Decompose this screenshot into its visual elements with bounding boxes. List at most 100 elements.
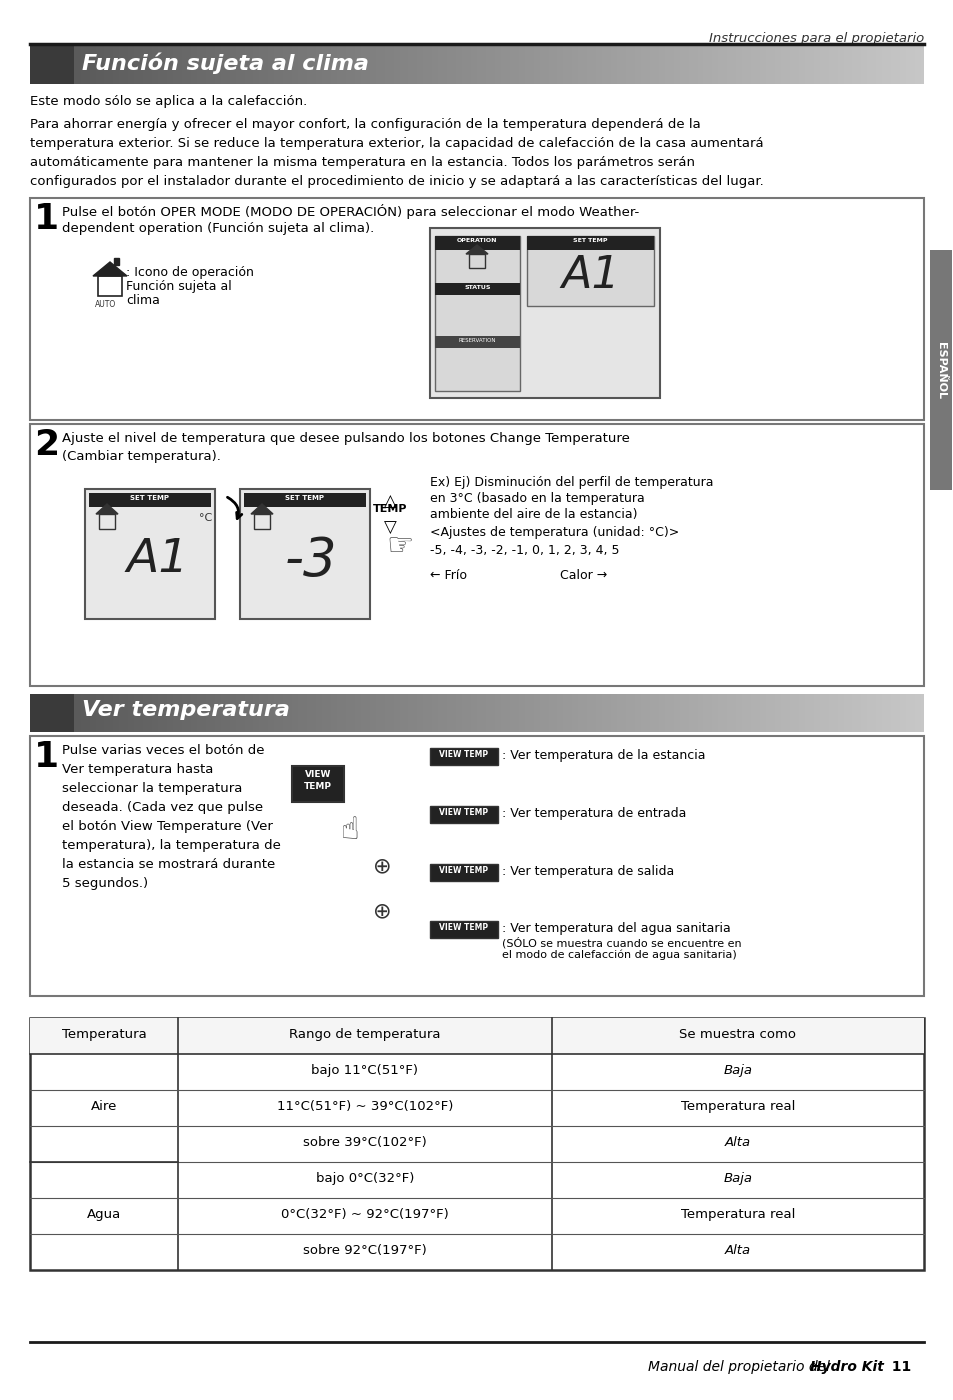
Bar [182, 46, 185, 84]
Bar [390, 46, 394, 84]
Bar [384, 694, 388, 732]
Bar [575, 694, 578, 732]
Bar [685, 46, 688, 84]
Bar [235, 46, 239, 84]
Bar [304, 694, 307, 732]
Bar [437, 46, 441, 84]
Bar [405, 694, 409, 732]
Bar [294, 694, 298, 732]
Bar [673, 694, 677, 732]
Bar [831, 46, 834, 84]
Bar [902, 46, 905, 84]
Bar [700, 694, 703, 732]
Bar [709, 694, 712, 732]
Bar [768, 694, 772, 732]
Bar [158, 46, 161, 84]
Bar [262, 46, 266, 84]
Bar [66, 694, 70, 732]
Bar [430, 864, 497, 881]
Text: bajo 0°C(32°F): bajo 0°C(32°F) [315, 1172, 414, 1184]
Bar [593, 694, 596, 732]
Bar [485, 46, 489, 84]
Bar [30, 736, 923, 995]
Text: Alta: Alta [724, 1245, 750, 1257]
Bar [230, 694, 233, 732]
Bar [554, 694, 558, 732]
Bar [518, 46, 521, 84]
Bar [292, 46, 295, 84]
Bar [301, 46, 304, 84]
Bar [670, 694, 674, 732]
Bar [845, 46, 849, 84]
Bar [155, 46, 158, 84]
Bar [685, 694, 688, 732]
Bar [821, 694, 825, 732]
Bar [572, 694, 576, 732]
Bar [268, 694, 272, 732]
Bar [640, 46, 643, 84]
Bar [453, 46, 456, 84]
Bar [430, 228, 659, 398]
Bar [113, 46, 117, 84]
Bar [223, 694, 227, 732]
Bar [702, 46, 706, 84]
Bar [601, 694, 605, 732]
Text: Pulse varias veces el botón de: Pulse varias veces el botón de [62, 743, 264, 757]
Bar [426, 694, 430, 732]
Bar [762, 46, 766, 84]
Bar [274, 46, 277, 84]
Bar [199, 694, 203, 732]
Bar [884, 694, 888, 732]
Bar [39, 46, 42, 84]
Bar [456, 694, 459, 732]
Bar [30, 1018, 923, 1270]
Bar [643, 694, 647, 732]
Bar [479, 46, 483, 84]
Bar [908, 46, 912, 84]
Bar [223, 46, 227, 84]
Bar [193, 694, 197, 732]
Bar [63, 46, 66, 84]
Bar [74, 694, 78, 732]
Bar [837, 694, 841, 732]
Bar [521, 46, 525, 84]
Text: 11°C(51°F) ~ 39°C(102°F): 11°C(51°F) ~ 39°C(102°F) [276, 1100, 453, 1113]
Text: A1: A1 [127, 538, 189, 582]
Bar [292, 694, 295, 732]
Text: °C: °C [199, 512, 212, 524]
Bar [426, 46, 430, 84]
Text: Aire: Aire [91, 1100, 117, 1113]
Bar [622, 694, 626, 732]
Bar [754, 46, 757, 84]
Bar [53, 694, 57, 732]
Bar [614, 46, 617, 84]
Bar [81, 694, 84, 732]
Bar [363, 694, 367, 732]
Bar [227, 694, 230, 732]
Bar [798, 46, 801, 84]
Text: (SÓLO se muestra cuando se encuentre en: (SÓLO se muestra cuando se encuentre en [501, 937, 740, 949]
Bar [283, 46, 287, 84]
Bar [598, 46, 602, 84]
Bar [667, 46, 671, 84]
Bar [33, 694, 36, 732]
Bar [783, 694, 786, 732]
Bar [310, 46, 314, 84]
Bar [87, 694, 90, 732]
Bar [30, 46, 33, 84]
Bar [596, 694, 599, 732]
Bar [828, 46, 831, 84]
Bar [164, 694, 168, 732]
Bar [63, 694, 66, 732]
Bar [777, 694, 781, 732]
Bar [402, 694, 406, 732]
Bar [905, 46, 908, 84]
Bar [625, 694, 629, 732]
Bar [286, 46, 290, 84]
Bar [441, 46, 444, 84]
Bar [251, 46, 253, 84]
Bar [697, 46, 700, 84]
Text: Temperatura real: Temperatura real [680, 1208, 795, 1221]
Bar [872, 694, 876, 732]
Bar [441, 694, 444, 732]
